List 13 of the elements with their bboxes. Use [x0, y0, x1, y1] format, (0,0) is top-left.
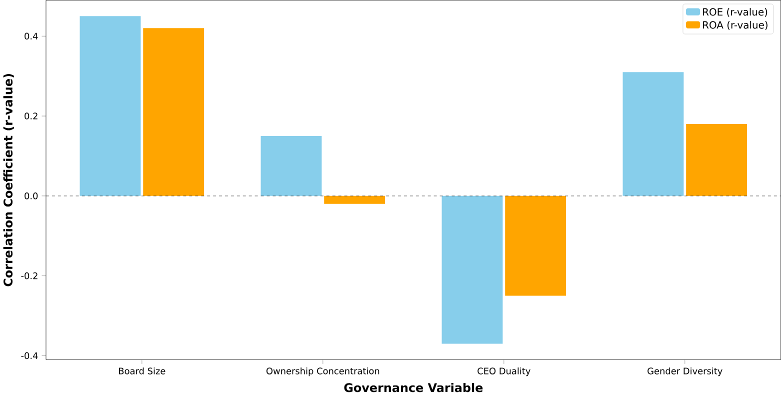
x-tick-label: Ownership Concentration [266, 367, 380, 376]
y-axis-title: Correlation Coefficient (r-value) [3, 74, 14, 286]
x-tick-label: CEO Duality [478, 367, 530, 376]
y-tick-label: 0.4 [24, 32, 38, 40]
y-tick-label: -0.2 [21, 272, 38, 279]
legend-label: ROA (r-value) [703, 20, 768, 30]
y-tick-label: -0.4 [21, 352, 38, 359]
x-tick-label: Board Size [119, 367, 166, 374]
x-tick-label: Gender Diversity [648, 367, 722, 376]
legend-label: ROE (r-value) [703, 8, 768, 17]
y-tick-label: 0.2 [24, 112, 38, 120]
y-tick-label: 0.0 [24, 192, 38, 200]
x-axis-title: Governance Variable [344, 382, 483, 392]
